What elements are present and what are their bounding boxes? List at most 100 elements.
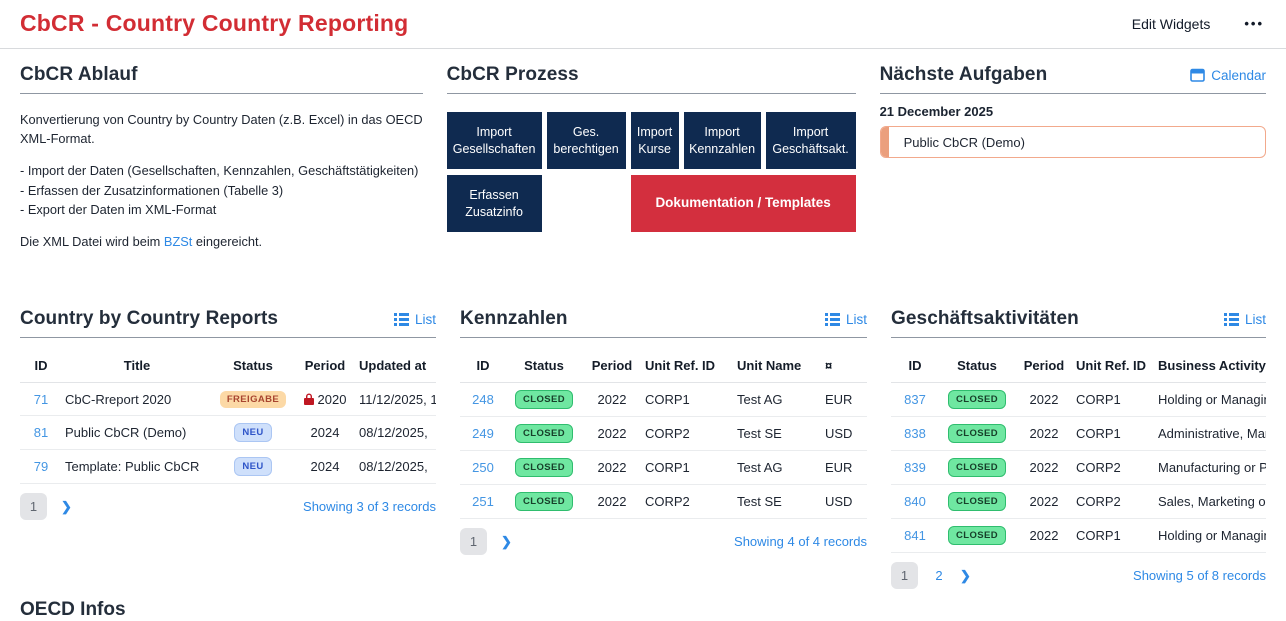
- col-header-id: ID: [460, 348, 506, 383]
- aktivitaet-id-link[interactable]: 837: [904, 392, 926, 407]
- reports-record-count: Showing 3 of 3 records: [303, 499, 436, 514]
- aktivitaet-id-link[interactable]: 841: [904, 528, 926, 543]
- widget-cbcr-ablauf: CbCR Ablauf Konvertierung von Country by…: [20, 64, 423, 302]
- widget-aufgaben-title: Nächste Aufgaben: [879, 64, 1048, 85]
- page-header: CbCR - Country Country Reporting Edit Wi…: [0, 0, 1286, 49]
- kennzahlen-list-link[interactable]: List: [824, 312, 867, 327]
- widget-kennzahlen-title: Kennzahlen: [460, 308, 568, 329]
- import-kennzahlen-button[interactable]: Import Kennzahlen: [683, 112, 761, 169]
- kennzahl-period-cell: 2022: [582, 382, 642, 417]
- kennzahl-id-link[interactable]: 251: [472, 494, 494, 509]
- kennzahl-id-link[interactable]: 250: [472, 460, 494, 475]
- kennzahl-id-link[interactable]: 249: [472, 426, 494, 441]
- kennzahl-ref-cell: CORP2: [642, 484, 734, 519]
- widget-prozess-title: CbCR Prozess: [446, 64, 579, 85]
- kennzahlen-record-count: Showing 4 of 4 records: [734, 534, 867, 549]
- report-updated-cell: 08/12/2025,: [356, 449, 436, 484]
- report-id-link[interactable]: 81: [33, 425, 49, 440]
- calendar-link[interactable]: Calendar: [1190, 68, 1266, 83]
- page-button-2[interactable]: 2: [935, 568, 943, 583]
- ablauf-bullet: - Export der Daten im XML-Format: [20, 201, 217, 217]
- page-button-1[interactable]: 1: [891, 562, 918, 589]
- col-header-title: Title: [62, 348, 212, 383]
- aktivitaet-ref-cell: CORP2: [1073, 450, 1155, 485]
- task-event-accent-bar: [880, 127, 889, 157]
- status-badge: CLOSED: [515, 458, 573, 477]
- widget-reports-title: Country by Country Reports: [20, 308, 279, 329]
- ablauf-intro-line: Konvertierung von Country by Country Dat…: [20, 112, 423, 127]
- col-header-status: Status: [506, 348, 582, 383]
- report-title-cell: CbC-Rreport 2020: [62, 382, 212, 416]
- import-gesellschaften-button[interactable]: Import Gesellschaften: [446, 112, 542, 169]
- report-period-cell: 2020: [317, 391, 347, 407]
- aktivitaet-ref-cell: CORP1: [1073, 416, 1155, 451]
- aktivitaet-period-cell: 2022: [1015, 382, 1073, 417]
- status-badge: CLOSED: [515, 390, 573, 409]
- status-badge: CLOSED: [948, 424, 1006, 443]
- reports-list-link[interactable]: List: [393, 312, 436, 327]
- table-row: 79 Template: Public CbCR NEU 2024 08/12/…: [20, 449, 436, 484]
- aktivitaeten-header-row: ID Status Period Unit Ref. ID Business A…: [891, 348, 1266, 383]
- erfassen-zusatzinfo-button[interactable]: Erfassen Zusatzinfo: [446, 175, 542, 232]
- kennzahl-currency-cell: EUR: [822, 382, 867, 417]
- kennzahl-ref-cell: CORP1: [642, 382, 734, 417]
- prozess-button-row-2: Erfassen Zusatzinfo Dokumentation / Temp…: [446, 175, 856, 232]
- edit-widgets-button[interactable]: Edit Widgets: [1131, 15, 1211, 32]
- lock-icon: [303, 393, 314, 405]
- widget-kennzahlen-header: Kennzahlen List: [460, 308, 867, 338]
- col-header-period: Period: [294, 348, 356, 383]
- list-icon: [393, 312, 409, 326]
- kennzahl-name-cell: Test SE: [734, 416, 822, 451]
- import-geschaeftsakt-button[interactable]: Import Geschäftsakt.: [765, 112, 856, 169]
- table-row: 249 CLOSED 2022 CORP2 Test SE USD: [460, 416, 867, 451]
- col-header-id: ID: [891, 348, 939, 383]
- status-badge: CLOSED: [948, 526, 1006, 545]
- import-kurse-button[interactable]: Import Kurse: [630, 112, 679, 169]
- ges-berechtigen-button[interactable]: Ges. berechtigen: [546, 112, 626, 169]
- task-event[interactable]: Public CbCR (Demo): [879, 126, 1266, 158]
- kennzahl-id-link[interactable]: 248: [472, 392, 494, 407]
- col-header-unit-ref: Unit Ref. ID: [642, 348, 734, 383]
- list-icon: [824, 312, 840, 326]
- status-badge: CLOSED: [948, 390, 1006, 409]
- overflow-menu-icon[interactable]: •••: [1244, 16, 1264, 31]
- aktivitaet-id-link[interactable]: 838: [904, 426, 926, 441]
- widgets-row-1: CbCR Ablauf Konvertierung von Country by…: [0, 64, 1286, 302]
- next-page-icon[interactable]: ❯: [61, 498, 72, 514]
- report-id-link[interactable]: 79: [33, 459, 49, 474]
- status-badge: CLOSED: [948, 458, 1006, 477]
- aktivitaeten-table: ID Status Period Unit Ref. ID Business A…: [891, 348, 1266, 553]
- aktivitaeten-list-link[interactable]: List: [1223, 312, 1266, 327]
- page-button-1[interactable]: 1: [20, 493, 47, 520]
- widget-aktivitaeten-header: Geschäftsaktivitäten List: [891, 308, 1266, 338]
- bzst-link[interactable]: BZSt: [163, 233, 193, 249]
- aktivitaet-period-cell: 2022: [1015, 484, 1073, 519]
- widget-geschaeftsaktivitaeten: Geschäftsaktivitäten List ID Status Peri…: [891, 308, 1266, 589]
- kennzahl-ref-cell: CORP1: [642, 450, 734, 485]
- widget-naechste-aufgaben: Nächste Aufgaben Calendar 21 December 20…: [879, 64, 1266, 302]
- kennzahl-name-cell: Test AG: [734, 450, 822, 485]
- table-row: 837 CLOSED 2022 CORP1 Holding or Managin…: [891, 382, 1266, 417]
- report-id-link[interactable]: 71: [33, 391, 49, 407]
- aktivitaet-period-cell: 2022: [1015, 518, 1073, 553]
- ablauf-footer-sentence: Die XML Datei wird beim BZSt eingereicht…: [20, 232, 423, 251]
- widget-cbc-reports: Country by Country Reports List ID Title…: [20, 308, 436, 589]
- page-button-1[interactable]: 1: [460, 528, 487, 555]
- next-page-icon[interactable]: ❯: [501, 533, 512, 549]
- ablauf-bullet: - Import der Daten (Gesellschaften, Kenn…: [20, 163, 419, 179]
- kennzahl-period-cell: 2022: [582, 450, 642, 485]
- next-page-icon[interactable]: ❯: [960, 567, 971, 583]
- aktivitaet-id-link[interactable]: 840: [904, 494, 926, 509]
- ablauf-intro-line: XML-Format.: [20, 131, 95, 147]
- aktivitaet-activity-cell: Sales, Marketing or Distrib: [1155, 484, 1266, 519]
- kennzahl-period-cell: 2022: [582, 416, 642, 451]
- status-badge: CLOSED: [515, 492, 573, 511]
- col-header-unit-name: Unit Name: [734, 348, 822, 383]
- dokumentation-templates-button[interactable]: Dokumentation / Templates: [630, 175, 856, 232]
- task-event-label: Public CbCR (Demo): [903, 134, 1025, 150]
- table-row: 248 CLOSED 2022 CORP1 Test AG EUR: [460, 382, 867, 417]
- aktivitaeten-record-count: Showing 5 of 8 records: [1133, 568, 1266, 583]
- aktivitaet-id-link[interactable]: 839: [904, 460, 926, 475]
- aktivitaet-ref-cell: CORP1: [1073, 518, 1155, 553]
- widget-aktivitaeten-title: Geschäftsaktivitäten: [891, 308, 1079, 329]
